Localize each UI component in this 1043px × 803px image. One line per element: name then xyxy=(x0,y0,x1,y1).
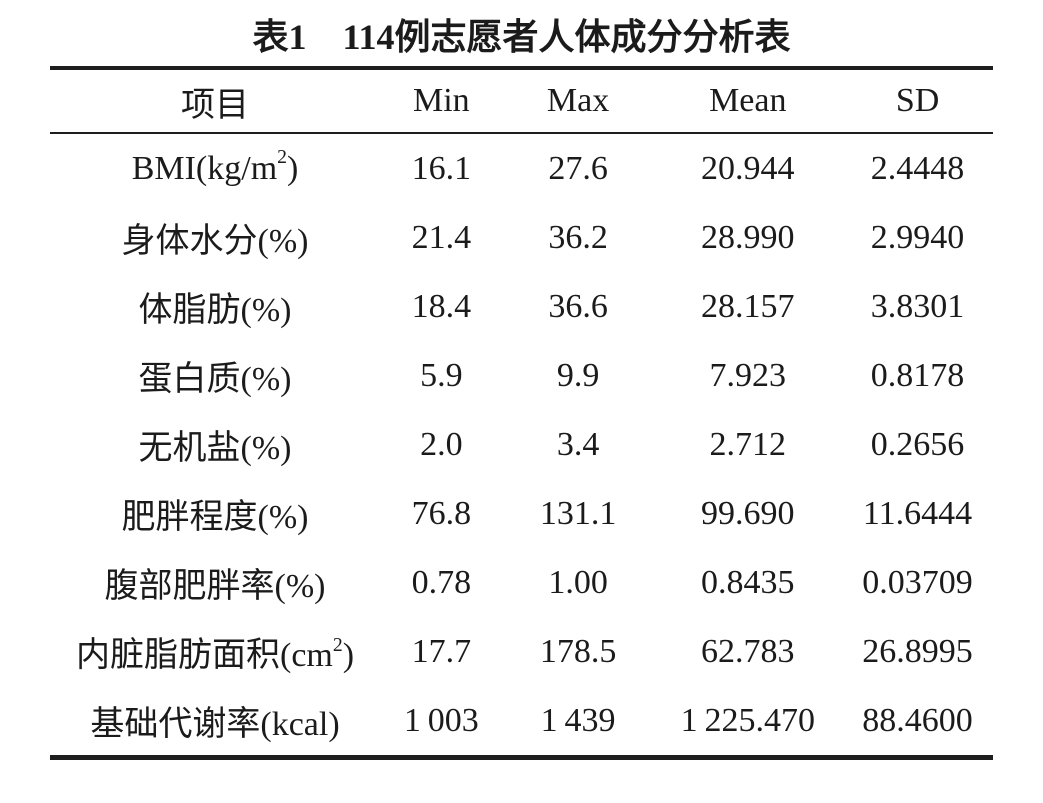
header-row: 项目 Min Max Mean SD xyxy=(50,68,993,134)
mean-value: 20.944 xyxy=(701,149,795,187)
sd-value: 26.8995 xyxy=(862,632,973,670)
row-label: 无机盐(%) xyxy=(50,410,380,479)
row-label-text: 蛋白质(%) xyxy=(138,361,292,398)
sd-value: 11.6444 xyxy=(862,494,973,532)
sd-value: 0.8178 xyxy=(870,356,965,394)
sd-value: 3.8301 xyxy=(870,287,965,325)
table-row: 基础代谢率(kcal) 1 003 1 439 1 225.470 88.460… xyxy=(50,686,993,758)
max-value: 27.6 xyxy=(548,149,608,187)
col-header-min: Min xyxy=(380,68,503,134)
min-value: 76.8 xyxy=(411,494,472,532)
max-value: 3.4 xyxy=(556,425,600,463)
row-label-superscript: 2 xyxy=(332,633,343,656)
sd-value: 2.4448 xyxy=(870,149,965,187)
body-composition-table: 项目 Min Max Mean SD BMI(kg/m2) 16.1 27.6 … xyxy=(50,66,993,760)
col-header-sd: SD xyxy=(842,68,993,134)
min-value: 1 003 xyxy=(403,701,479,739)
mean-value: 62.783 xyxy=(701,632,795,670)
mean-value: 28.157 xyxy=(701,287,795,325)
min-value: 5.9 xyxy=(420,356,463,394)
min-value: 21.4 xyxy=(411,218,472,256)
row-label-close: ) xyxy=(287,149,299,187)
row-label: BMI(kg/m2) xyxy=(50,133,380,203)
min-value: 17.7 xyxy=(411,632,472,670)
mean-value: 7.923 xyxy=(709,356,787,394)
row-label-text: BMI(kg/m xyxy=(131,149,278,187)
max-value: 1.00 xyxy=(548,563,608,601)
min-value: 18.4 xyxy=(411,287,472,325)
row-label-text: 身体水分(%) xyxy=(121,223,309,260)
row-label: 内脏脂肪面积(cm2) xyxy=(50,617,380,686)
col-header-item: 项目 xyxy=(50,68,381,134)
table-row: 体脂肪(%) 18.4 36.6 28.157 3.8301 xyxy=(50,272,993,341)
table-title: 表1 114例志愿者人体成分分析表 xyxy=(252,17,791,57)
mean-value: 0.8435 xyxy=(701,563,795,601)
mean-value: 28.990 xyxy=(701,218,795,256)
row-label-superscript: 2 xyxy=(277,146,288,169)
row-label: 身体水分(%) xyxy=(50,203,380,272)
row-label-text: 腹部肥胖率(%) xyxy=(104,568,326,605)
table-row: 无机盐(%) 2.0 3.4 2.712 0.2656 xyxy=(50,410,993,479)
max-value: 1 439 xyxy=(540,701,616,739)
table-row: 身体水分(%) 21.4 36.2 28.990 2.9940 xyxy=(50,203,993,272)
mean-value: 1 225.470 xyxy=(680,701,815,739)
row-label: 腹部肥胖率(%) xyxy=(50,548,380,617)
col-header-mean: Mean xyxy=(653,68,843,134)
col-header-max: Max xyxy=(502,68,654,134)
row-label: 基础代谢率(kcal) xyxy=(50,686,380,758)
max-value: 9.9 xyxy=(556,356,600,394)
row-label-text: 内脏脂肪面积(cm xyxy=(76,637,333,674)
sd-value: 0.2656 xyxy=(870,425,965,463)
max-value: 36.2 xyxy=(548,218,608,256)
row-label-close: ) xyxy=(342,637,355,674)
mean-value: 99.690 xyxy=(701,494,795,532)
mean-value: 2.712 xyxy=(709,425,787,463)
table-row: 腹部肥胖率(%) 0.78 1.00 0.8435 0.03709 xyxy=(50,548,993,617)
min-value: 0.78 xyxy=(411,563,472,601)
sd-value: 0.03709 xyxy=(862,563,973,601)
row-label-text: 体脂肪(%) xyxy=(138,292,292,329)
min-value: 2.0 xyxy=(420,425,463,463)
table-row: 肥胖程度(%) 76.8 131.1 99.690 11.6444 xyxy=(50,479,993,548)
table-row: BMI(kg/m2) 16.1 27.6 20.944 2.4448 xyxy=(50,133,993,203)
row-label-text: 无机盐(%) xyxy=(138,430,292,467)
max-value: 36.6 xyxy=(548,287,608,325)
table-row: 蛋白质(%) 5.9 9.9 7.923 0.8178 xyxy=(50,341,993,410)
row-label: 肥胖程度(%) xyxy=(50,479,380,548)
row-label-text: 基础代谢率(kcal) xyxy=(90,706,340,743)
table-row: 内脏脂肪面积(cm2) 17.7 178.5 62.783 26.8995 xyxy=(50,617,993,686)
sd-value: 2.9940 xyxy=(870,218,965,256)
row-label-text: 肥胖程度(%) xyxy=(121,499,309,536)
min-value: 16.1 xyxy=(411,149,472,187)
max-value: 178.5 xyxy=(539,632,617,670)
row-label: 体脂肪(%) xyxy=(50,272,380,341)
sd-value: 88.4600 xyxy=(862,701,973,739)
max-value: 131.1 xyxy=(539,494,617,532)
row-label: 蛋白质(%) xyxy=(50,341,380,410)
